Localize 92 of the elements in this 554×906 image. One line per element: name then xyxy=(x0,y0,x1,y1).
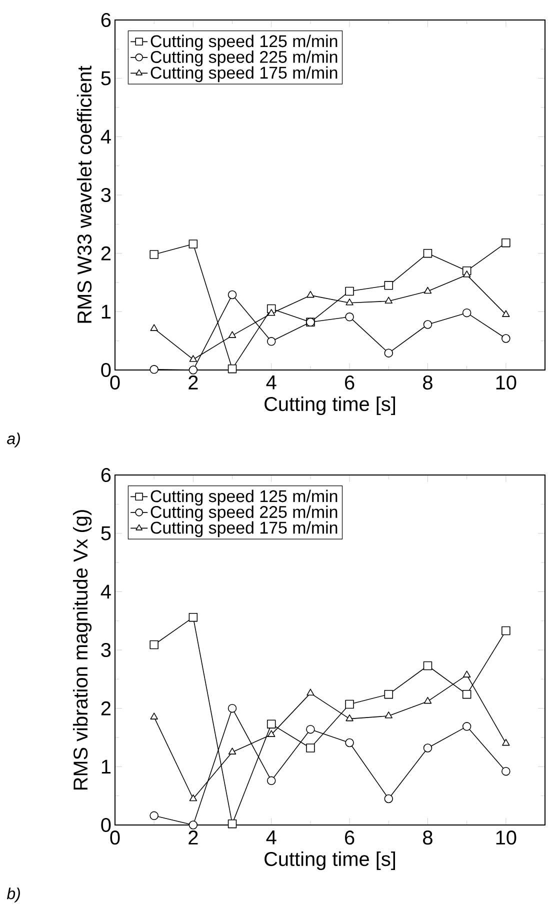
y-tick-label: 5 xyxy=(101,71,111,86)
point xyxy=(423,248,432,258)
x-tick-label: 4 xyxy=(266,830,276,844)
y-tick-label: 1 xyxy=(102,760,111,774)
point xyxy=(345,738,354,748)
x-tick-label: 8 xyxy=(423,830,432,845)
point xyxy=(150,365,158,374)
y-tick-label: 6 xyxy=(101,12,111,28)
point xyxy=(462,670,471,678)
point xyxy=(228,290,237,300)
point xyxy=(423,744,432,752)
legend-label: Cutting speed 175 m/min xyxy=(150,521,338,538)
x-tick-label: 10 xyxy=(496,830,516,845)
point xyxy=(188,366,198,374)
point xyxy=(346,714,354,722)
point xyxy=(306,290,314,298)
x-tick-label: 8 xyxy=(423,376,432,390)
point xyxy=(502,738,510,746)
y-tick-label: 3 xyxy=(101,642,111,658)
point xyxy=(189,794,198,802)
point xyxy=(384,712,392,718)
point xyxy=(462,722,472,731)
y-tick-label: 5 xyxy=(101,526,111,540)
point xyxy=(266,776,276,786)
point xyxy=(502,334,510,343)
point xyxy=(188,240,198,248)
point xyxy=(306,688,314,696)
x-axis-title: Cutting time [s] xyxy=(264,396,395,416)
point xyxy=(268,309,276,316)
point xyxy=(423,661,432,670)
y-axis-title: RMS W33 wavelet coefficient xyxy=(76,66,92,323)
point xyxy=(268,730,276,737)
y-tick-label: 6 xyxy=(101,468,111,482)
point xyxy=(150,640,158,650)
point xyxy=(423,320,432,329)
y-axis-title: RMS vibration magnitude Vx (g) xyxy=(72,510,92,790)
point xyxy=(188,612,198,622)
point xyxy=(266,720,276,728)
x-tick-label: 10 xyxy=(496,376,516,390)
point xyxy=(502,766,510,776)
x-tick-label: 6 xyxy=(345,830,354,845)
y-tick-label: 4 xyxy=(100,130,111,144)
legend-label: Cutting speed 125 m/min xyxy=(150,490,338,506)
y-tick-label: 3 xyxy=(101,188,111,202)
point xyxy=(345,700,354,709)
text: b) xyxy=(6,888,20,902)
x-tick-label: 2 xyxy=(188,376,198,390)
point xyxy=(502,626,510,636)
legend-label: Cutting speed 175 m/min xyxy=(150,66,338,82)
point xyxy=(228,704,237,713)
x-tick-label: 6 xyxy=(345,376,354,390)
point xyxy=(462,308,472,318)
point xyxy=(228,748,236,754)
point xyxy=(462,270,471,278)
point xyxy=(150,712,158,720)
x-tick-label: 2 xyxy=(188,830,198,844)
y-tick-label: 1 xyxy=(102,304,111,319)
y-tick-label: 2 xyxy=(101,701,110,716)
x-tick-label: 4 xyxy=(266,376,276,390)
point xyxy=(502,238,510,248)
point xyxy=(424,696,432,704)
point xyxy=(384,281,394,290)
point xyxy=(306,744,315,752)
y-tick-label: 0 xyxy=(101,818,111,832)
point xyxy=(345,286,354,296)
x-axis-title: Cutting time [s] xyxy=(264,851,395,870)
legend-label: Cutting speed 225 m/min xyxy=(150,506,338,522)
legend-label: Cutting speed 225 m/min xyxy=(150,50,338,66)
point xyxy=(150,250,158,259)
point xyxy=(228,364,237,374)
point xyxy=(502,310,510,317)
point xyxy=(384,348,394,358)
point xyxy=(345,312,354,322)
y-tick-label: 2 xyxy=(101,246,110,260)
point xyxy=(424,286,432,294)
point xyxy=(150,811,158,820)
point xyxy=(266,337,276,346)
point xyxy=(462,690,472,699)
point xyxy=(189,355,198,362)
text: a) xyxy=(7,432,20,448)
point xyxy=(150,324,158,331)
point xyxy=(384,296,392,304)
point xyxy=(384,794,394,804)
point xyxy=(228,331,236,338)
point xyxy=(346,298,354,306)
point xyxy=(228,819,237,828)
legend-label: Cutting speed 125 m/min xyxy=(150,34,338,51)
y-tick-label: 4 xyxy=(100,584,111,599)
point xyxy=(188,820,198,830)
y-tick-label: 0 xyxy=(101,362,111,378)
point xyxy=(384,690,394,699)
point xyxy=(306,724,315,734)
